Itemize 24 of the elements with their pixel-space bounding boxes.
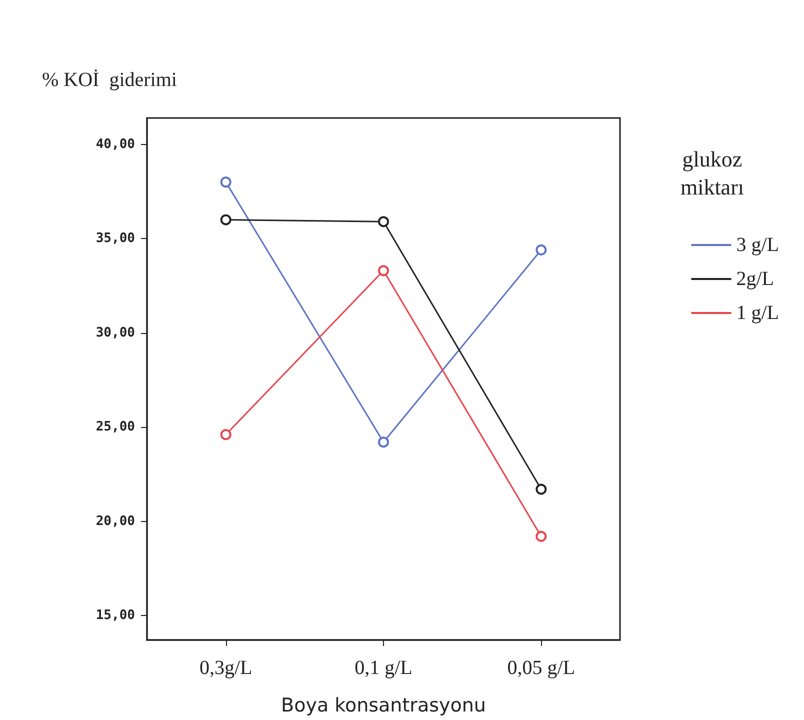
legend-label: 1 g/L [736,302,780,324]
legend-title: glukoz miktarı [680,146,744,200]
point [378,216,389,228]
point [220,176,232,188]
legend-label: 2g/L [736,268,774,290]
point [220,429,232,440]
point [220,214,232,226]
y-tick-label: 35,00 [96,231,136,246]
point [536,530,547,542]
y-tick-label: 25,00 [96,420,136,435]
y-tick-label: 30,00 [96,325,136,340]
point [378,265,389,276]
y-axis-title: % KOİ giderimi [42,69,178,91]
y-tick-label: 40,00 [96,136,136,152]
x-tick-label: 0,3g/L [199,657,252,679]
x-axis-title: Boya konsantrasyonu [281,694,486,716]
legend-label: 3 g/L [736,234,780,256]
x-tick-label: 0,05 g/L [507,657,576,679]
y-tick-label: 15,00 [96,608,136,623]
point [536,484,547,495]
y-tick-label: 20,00 [96,514,136,529]
point [378,436,389,448]
x-tick-label: 0,1 g/L [354,657,412,679]
point [536,244,547,256]
